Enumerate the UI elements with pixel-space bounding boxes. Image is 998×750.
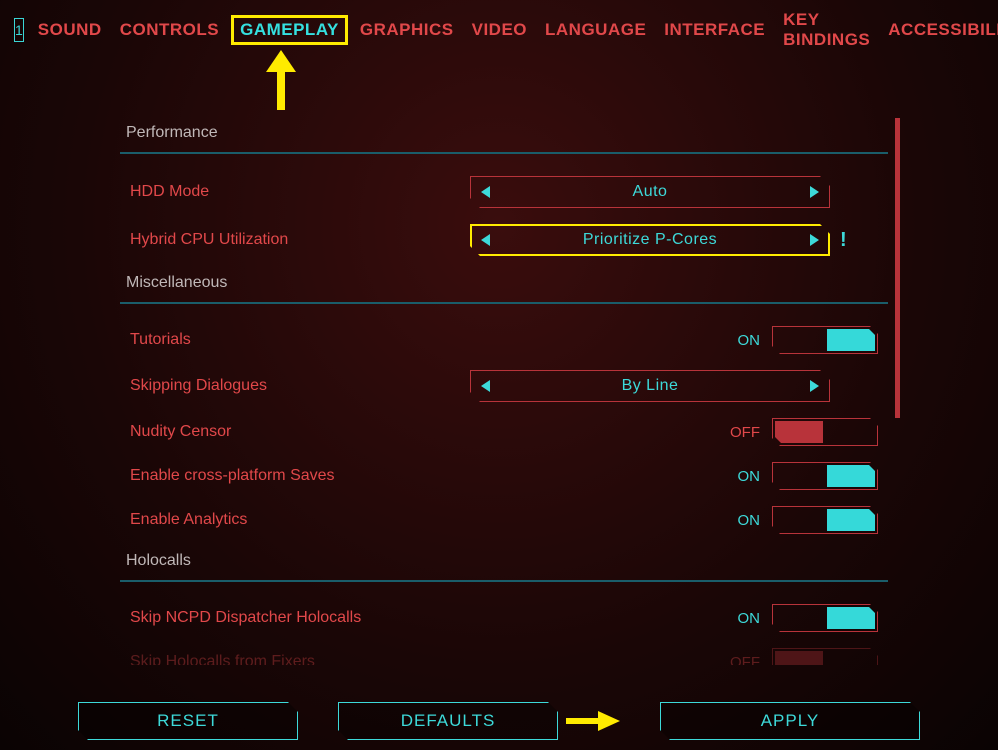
value-skipping: By Line bbox=[622, 377, 679, 395]
value-hybrid-cpu: Prioritize P-Cores bbox=[583, 231, 717, 249]
tab-sound[interactable]: SOUND bbox=[38, 20, 102, 40]
row-ncpd: Skip NCPD Dispatcher Holocalls ON bbox=[120, 596, 888, 640]
alert-icon: ! bbox=[840, 229, 847, 252]
annotation-arrow-up-icon bbox=[266, 50, 296, 110]
row-hybrid-cpu: Hybrid CPU Utilization Prioritize P-Core… bbox=[120, 216, 888, 264]
toggle-tutorials[interactable] bbox=[772, 326, 878, 354]
chevron-right-icon[interactable] bbox=[810, 186, 819, 198]
scrollbar-thumb[interactable] bbox=[895, 118, 900, 418]
toggle-state-analytics: ON bbox=[730, 512, 760, 529]
toggle-state-ncpd: ON bbox=[730, 610, 760, 627]
top-nav: 1 SOUND CONTROLS GAMEPLAY GRAPHICS VIDEO… bbox=[0, 0, 998, 50]
tab-controls[interactable]: CONTROLS bbox=[120, 20, 219, 40]
selector-hybrid-cpu[interactable]: Prioritize P-Cores bbox=[470, 224, 830, 256]
tab-accessibility[interactable]: ACCESSIBILITY bbox=[888, 20, 998, 40]
toggle-nudity[interactable] bbox=[772, 418, 878, 446]
row-nudity: Nudity Censor OFF bbox=[120, 410, 888, 454]
toggle-state-fixers: OFF bbox=[730, 654, 760, 666]
tab-interface[interactable]: INTERFACE bbox=[664, 20, 765, 40]
row-hdd-mode: HDD Mode Auto bbox=[120, 168, 888, 216]
toggle-crosssave[interactable] bbox=[772, 462, 878, 490]
section-header-misc: Miscellaneous bbox=[120, 264, 888, 304]
selector-hdd-mode[interactable]: Auto bbox=[470, 176, 830, 208]
tab-language[interactable]: LANGUAGE bbox=[545, 20, 646, 40]
toggle-state-tutorials: ON bbox=[730, 332, 760, 349]
label-analytics: Enable Analytics bbox=[130, 511, 470, 529]
chevron-left-icon[interactable] bbox=[481, 234, 490, 246]
tab-video[interactable]: VIDEO bbox=[472, 20, 527, 40]
toggle-fixers[interactable] bbox=[772, 648, 878, 665]
label-hybrid-cpu: Hybrid CPU Utilization bbox=[130, 231, 470, 249]
toggle-state-crosssave: ON bbox=[730, 468, 760, 485]
annotation-arrow-right-icon bbox=[598, 711, 620, 731]
tab-gameplay[interactable]: GAMEPLAY bbox=[231, 15, 348, 45]
section-header-performance: Performance bbox=[120, 112, 888, 154]
defaults-button[interactable]: DEFAULTS bbox=[338, 702, 558, 740]
apply-button[interactable]: APPLY bbox=[660, 702, 920, 740]
toggle-analytics[interactable] bbox=[772, 506, 878, 534]
label-ncpd: Skip NCPD Dispatcher Holocalls bbox=[130, 609, 470, 627]
selector-skipping[interactable]: By Line bbox=[470, 370, 830, 402]
label-fixers: Skip Holocalls from Fixers bbox=[130, 653, 470, 665]
scrollbar[interactable] bbox=[895, 118, 900, 568]
label-tutorials: Tutorials bbox=[130, 331, 470, 349]
nav-prev-indicator[interactable]: 1 bbox=[14, 18, 24, 42]
tab-keybindings[interactable]: KEY BINDINGS bbox=[783, 10, 870, 50]
row-fixers: Skip Holocalls from Fixers OFF bbox=[120, 640, 888, 665]
label-crosssave: Enable cross-platform Saves bbox=[130, 467, 470, 485]
chevron-left-icon[interactable] bbox=[481, 186, 490, 198]
row-crosssave: Enable cross-platform Saves ON bbox=[120, 454, 888, 498]
row-analytics: Enable Analytics ON bbox=[120, 498, 888, 542]
toggle-state-nudity: OFF bbox=[730, 424, 760, 441]
chevron-left-icon[interactable] bbox=[481, 380, 490, 392]
reset-button[interactable]: RESET bbox=[78, 702, 298, 740]
footer-buttons: RESET DEFAULTS APPLY bbox=[0, 702, 998, 740]
tab-graphics[interactable]: GRAPHICS bbox=[360, 20, 454, 40]
section-header-holocalls: Holocalls bbox=[120, 542, 888, 582]
settings-panel: Performance HDD Mode Auto Hybrid CPU Uti… bbox=[120, 112, 888, 665]
label-hdd-mode: HDD Mode bbox=[130, 183, 470, 201]
label-skipping: Skipping Dialogues bbox=[130, 377, 470, 395]
label-nudity: Nudity Censor bbox=[130, 423, 470, 441]
chevron-right-icon[interactable] bbox=[810, 234, 819, 246]
tab-bar: SOUND CONTROLS GAMEPLAY GRAPHICS VIDEO L… bbox=[38, 10, 998, 50]
toggle-ncpd[interactable] bbox=[772, 604, 878, 632]
chevron-right-icon[interactable] bbox=[810, 380, 819, 392]
row-skipping: Skipping Dialogues By Line bbox=[120, 362, 888, 410]
row-tutorials: Tutorials ON bbox=[120, 318, 888, 362]
value-hdd-mode: Auto bbox=[633, 183, 668, 201]
